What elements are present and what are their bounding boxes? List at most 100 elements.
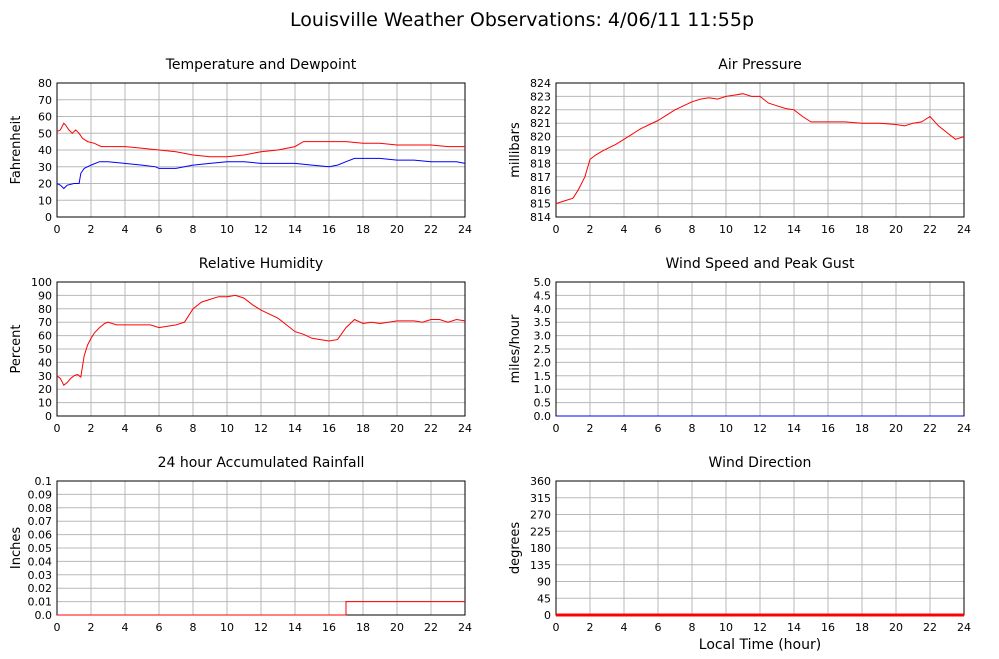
x-tick-label: 2 xyxy=(88,621,95,634)
x-tick-label: 16 xyxy=(821,223,835,236)
x-tick-label: 18 xyxy=(356,223,370,236)
humidity-series-0-line xyxy=(56,294,466,386)
x-tick-label: 12 xyxy=(753,621,767,634)
y-tick-label: 90 xyxy=(537,576,551,589)
x-tick-label: 0 xyxy=(553,223,560,236)
x-tick-label: 10 xyxy=(220,223,234,236)
x-tick-label: 14 xyxy=(288,621,302,634)
x-tick-label: 18 xyxy=(855,621,869,634)
pressure-series-0-line xyxy=(555,93,965,205)
page-title: Louisville Weather Observations: 4/06/11… xyxy=(290,9,754,31)
y-tick-label: 0.0 xyxy=(35,609,53,622)
x-tick-label: 6 xyxy=(156,621,163,634)
x-tick-label: 8 xyxy=(190,223,197,236)
x-tick-label: 0 xyxy=(54,422,61,435)
y-tick-label: 315 xyxy=(530,492,551,505)
x-tick-label: 22 xyxy=(424,223,438,236)
rain-chart-title: 24 hour Accumulated Rainfall xyxy=(158,455,365,471)
x-tick-label: 22 xyxy=(923,621,937,634)
y-tick-label: 3.0 xyxy=(534,330,552,343)
x-tick-label: 20 xyxy=(889,422,903,435)
x-tick-label: 24 xyxy=(957,422,971,435)
temp-chart: Temperature and Dewpoint Fahrenheit 0 2 4 6 8 1… xyxy=(9,57,472,236)
x-tick-label: 10 xyxy=(220,422,234,435)
direction-chart-title: Wind Direction xyxy=(709,455,812,471)
x-tick-label: 4 xyxy=(122,223,129,236)
x-tick-label: 22 xyxy=(424,621,438,634)
y-tick-label: 0 xyxy=(45,410,52,423)
y-tick-label: 0.0 xyxy=(534,410,552,423)
y-tick-label: 0.04 xyxy=(28,555,53,568)
y-tick-label: 90 xyxy=(38,289,52,302)
y-tick-label: 823 xyxy=(530,90,551,103)
x-tick-label: 22 xyxy=(923,422,937,435)
x-tick-label: 2 xyxy=(88,223,95,236)
temp-series-1-line xyxy=(56,157,466,190)
y-tick-label: 50 xyxy=(38,127,52,140)
rain-series-0-line xyxy=(57,601,465,616)
x-tick-label: 0 xyxy=(553,621,560,634)
x-tick-label: 12 xyxy=(753,223,767,236)
pressure-plot-frame xyxy=(555,82,965,218)
y-tick-label: 30 xyxy=(38,370,52,383)
temp-chart-title: Temperature and Dewpoint xyxy=(165,57,357,73)
x-tick-label: 14 xyxy=(787,223,801,236)
rain-y-axis-label: Inches xyxy=(9,527,24,569)
y-tick-label: 818 xyxy=(530,157,551,170)
y-tick-label: 225 xyxy=(530,525,551,538)
x-tick-label: 22 xyxy=(424,422,438,435)
y-tick-label: 824 xyxy=(530,77,551,90)
y-tick-label: 0.07 xyxy=(28,515,53,528)
pressure-chart-title: Air Pressure xyxy=(718,57,801,73)
y-tick-label: 0 xyxy=(45,211,52,224)
y-tick-label: 4.0 xyxy=(534,303,552,316)
x-tick-label: 8 xyxy=(190,422,197,435)
y-tick-label: 70 xyxy=(38,316,52,329)
humidity-chart-title: Relative Humidity xyxy=(199,256,323,272)
y-tick-label: 10 xyxy=(38,194,52,207)
x-tick-label: 24 xyxy=(957,621,971,634)
y-tick-label: 4.5 xyxy=(534,289,552,302)
x-tick-label: 10 xyxy=(719,223,733,236)
x-tick-label: 4 xyxy=(621,621,628,634)
temp-plot-frame xyxy=(56,82,466,218)
y-tick-label: 0.08 xyxy=(28,502,53,515)
y-tick-label: 1.5 xyxy=(534,370,552,383)
humidity-y-axis-label: Percent xyxy=(9,325,24,374)
y-tick-label: 10 xyxy=(38,397,52,410)
y-tick-label: 70 xyxy=(38,94,52,107)
x-tick-label: 0 xyxy=(553,422,560,435)
y-tick-label: 180 xyxy=(530,542,551,555)
x-tick-label: 2 xyxy=(587,223,594,236)
y-tick-label: 60 xyxy=(38,330,52,343)
x-tick-label: 8 xyxy=(689,223,696,236)
y-tick-label: 822 xyxy=(530,104,551,117)
x-tick-label: 6 xyxy=(655,422,662,435)
x-tick-label: 12 xyxy=(254,422,268,435)
x-tick-label: 16 xyxy=(821,422,835,435)
humidity-plot-frame xyxy=(56,281,466,417)
y-tick-label: 819 xyxy=(530,144,551,157)
x-tick-label: 6 xyxy=(655,621,662,634)
x-tick-label: 20 xyxy=(390,621,404,634)
x-tick-label: 6 xyxy=(156,223,163,236)
x-tick-label: 14 xyxy=(787,422,801,435)
y-tick-label: 50 xyxy=(38,343,52,356)
x-tick-label: 8 xyxy=(190,621,197,634)
x-tick-label: 18 xyxy=(855,422,869,435)
x-tick-label: 2 xyxy=(587,621,594,634)
y-tick-label: 5.0 xyxy=(534,276,552,289)
y-tick-label: 820 xyxy=(530,131,551,144)
y-tick-label: 0.5 xyxy=(534,397,552,410)
temp-series-0-line xyxy=(56,122,465,158)
direction-y-axis-label: degrees xyxy=(508,522,523,575)
x-axis-label: Local Time (hour) xyxy=(699,637,821,653)
temp-y-axis-label: Fahrenheit xyxy=(9,116,24,185)
y-tick-label: 360 xyxy=(530,475,551,488)
x-tick-label: 14 xyxy=(288,223,302,236)
x-tick-label: 16 xyxy=(322,223,336,236)
